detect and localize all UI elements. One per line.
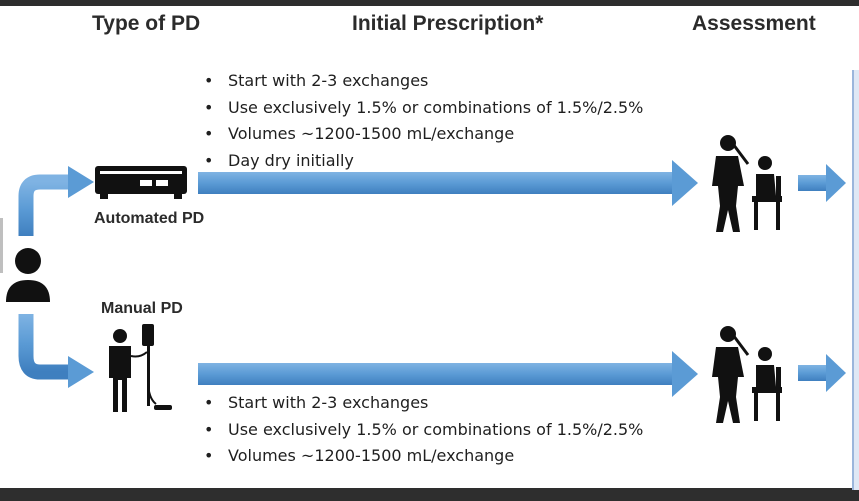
bottom-border xyxy=(0,488,859,501)
header-type-of-pd: Type of PD xyxy=(92,12,201,35)
automated-prescription-arrow xyxy=(198,160,698,206)
header-assessment: Assessment xyxy=(692,12,816,35)
list-item: Start with 2-3 exchanges xyxy=(200,68,643,95)
automated-next-arrow xyxy=(798,164,846,202)
top-border xyxy=(0,0,859,6)
clinician-assessment-icon xyxy=(712,135,782,232)
lower-branch-arrow xyxy=(18,314,94,388)
header-initial-prescription: Initial Prescription* xyxy=(352,12,544,35)
next-panel-edge xyxy=(852,70,859,490)
list-item: Day dry initially xyxy=(200,148,643,175)
manual-prescription-list: Start with 2-3 exchanges Use exclusively… xyxy=(200,390,643,470)
list-item: Use exclusively 1.5% or combinations of … xyxy=(200,417,643,444)
clinician-assessment-icon xyxy=(712,326,782,423)
patient-iv-pole-icon xyxy=(109,324,172,412)
automated-prescription-list: Start with 2-3 exchanges Use exclusively… xyxy=(200,68,643,174)
left-panel-edge xyxy=(0,218,3,273)
cycler-machine-icon xyxy=(95,166,187,199)
person-icon xyxy=(6,248,50,302)
upper-branch-arrow xyxy=(18,166,94,236)
manual-prescription-arrow xyxy=(198,351,698,397)
automated-pd-label: Automated PD xyxy=(94,210,205,227)
manual-next-arrow xyxy=(798,354,846,392)
list-item: Volumes ~1200-1500 mL/exchange xyxy=(200,121,643,148)
manual-pd-label: Manual PD xyxy=(101,300,183,317)
list-item: Start with 2-3 exchanges xyxy=(200,390,643,417)
list-item: Volumes ~1200-1500 mL/exchange xyxy=(200,443,643,470)
list-item: Use exclusively 1.5% or combinations of … xyxy=(200,95,643,122)
